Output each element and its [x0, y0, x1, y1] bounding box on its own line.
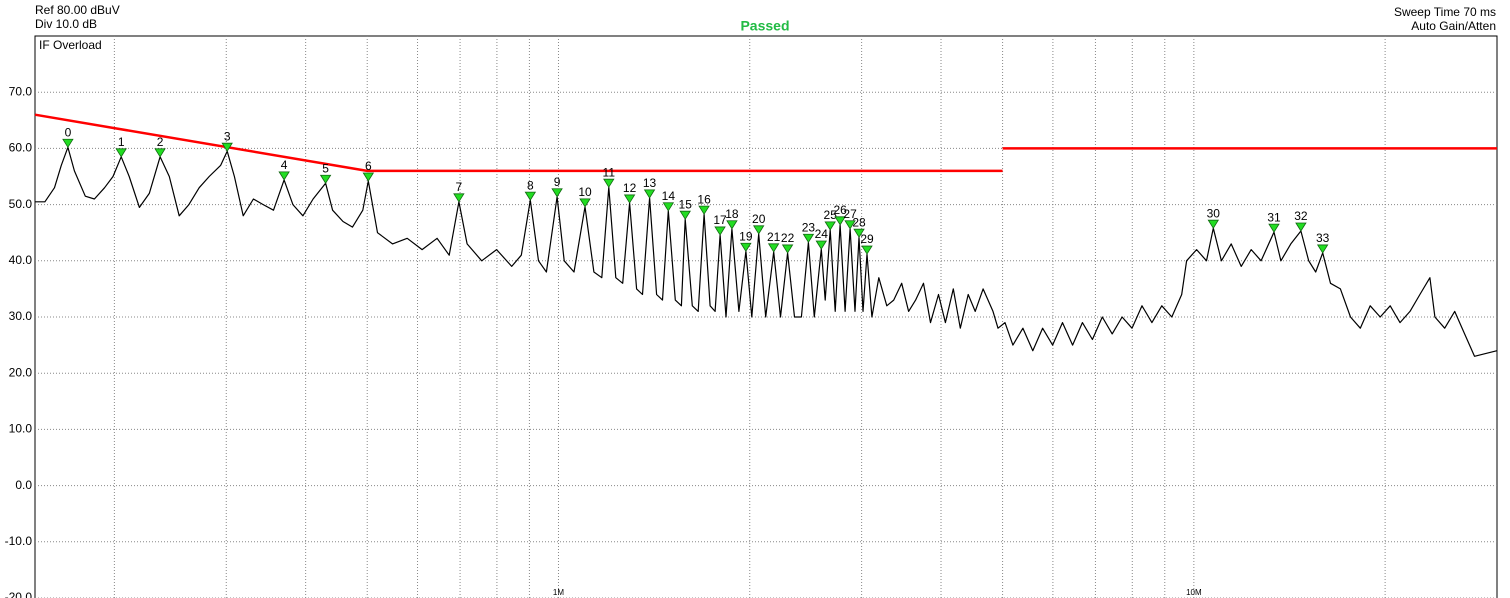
gain-mode: Auto Gain/Atten — [1411, 19, 1496, 33]
marker — [1268, 223, 1280, 233]
marker — [824, 221, 836, 231]
marker — [362, 172, 375, 182]
marker — [524, 191, 537, 201]
marker-label: 25 — [824, 208, 838, 222]
marker-label: 2 — [157, 135, 164, 149]
marker-label: 13 — [643, 176, 657, 190]
marker — [1207, 219, 1220, 229]
marker — [1295, 222, 1307, 232]
marker — [714, 226, 726, 236]
marker-label: 1 — [118, 135, 125, 149]
marker — [853, 228, 865, 238]
div-scale: Div 10.0 dB — [35, 17, 97, 31]
y-tick-label: 30.0 — [9, 309, 33, 323]
y-tick-label: 0.0 — [15, 478, 32, 492]
marker — [319, 174, 332, 184]
marker-label: 17 — [713, 213, 727, 227]
marker-label: 28 — [852, 215, 866, 229]
marker-label: 26 — [833, 203, 847, 217]
marker-label: 30 — [1207, 206, 1221, 220]
marker-label: 29 — [860, 232, 874, 246]
marker-label: 32 — [1294, 209, 1308, 223]
marker-label: 18 — [725, 207, 739, 221]
limit-line — [34, 113, 1497, 173]
marker-label: 11 — [603, 165, 616, 179]
marker — [278, 171, 290, 181]
marker — [221, 142, 233, 152]
marker — [815, 240, 828, 250]
trace-line — [35, 146, 1498, 357]
marker — [1316, 244, 1329, 254]
ref-level: Ref 80.00 dBuV — [35, 3, 120, 17]
marker — [834, 216, 846, 226]
y-tick-label: 50.0 — [9, 197, 33, 211]
marker-label: 27 — [843, 207, 857, 221]
y-tick-label: 70.0 — [9, 84, 33, 98]
marker-label: 20 — [752, 212, 766, 226]
marker-label: 8 — [527, 178, 534, 192]
x-tick-label: 1M — [553, 588, 564, 597]
chart-title: Passed — [740, 18, 789, 34]
marker-label: 4 — [281, 158, 288, 172]
marker — [603, 178, 615, 188]
marker — [752, 225, 765, 235]
y-tick-label: -10.0 — [5, 534, 33, 548]
marker-label: 7 — [456, 180, 463, 194]
marker — [698, 205, 710, 215]
marker — [767, 243, 780, 253]
marker-label: 21 — [767, 230, 781, 244]
marker-label: 33 — [1316, 231, 1330, 245]
marker — [115, 148, 127, 158]
marker-label: 14 — [662, 189, 676, 203]
marker-label: 3 — [224, 129, 231, 143]
marker-label: 31 — [1267, 210, 1281, 224]
y-tick-label: 10.0 — [9, 422, 33, 436]
marker-label: 22 — [781, 231, 795, 245]
marker-label: 5 — [322, 161, 329, 175]
marker — [579, 198, 591, 208]
marker-label: 15 — [679, 197, 693, 211]
overload-note: IF Overload — [39, 38, 102, 52]
marker-label: 24 — [815, 227, 829, 241]
marker-label: 23 — [802, 220, 816, 234]
marker — [62, 138, 74, 149]
marker-label: 0 — [65, 125, 72, 139]
marker — [861, 245, 873, 255]
marker — [802, 233, 815, 244]
marker — [623, 194, 636, 204]
marker — [740, 242, 752, 253]
marker-label: 9 — [554, 175, 561, 189]
marker-label: 12 — [623, 181, 637, 195]
y-tick-label: 20.0 — [9, 365, 33, 379]
marker — [662, 202, 675, 212]
marker-label: 16 — [697, 192, 711, 206]
y-tick-label: 40.0 — [9, 253, 33, 267]
y-tick-label: 60.0 — [9, 141, 33, 155]
y-tick-label: -20.0 — [5, 590, 33, 598]
marker — [679, 210, 691, 220]
x-tick-label: 10M — [1186, 588, 1202, 597]
marker-label: 6 — [365, 159, 372, 173]
marker — [726, 220, 738, 230]
marker-label: 10 — [578, 185, 592, 199]
marker — [551, 188, 563, 198]
sweep-time: Sweep Time 70 ms — [1394, 5, 1496, 19]
marker — [844, 220, 856, 230]
marker — [154, 148, 166, 158]
marker — [453, 193, 465, 203]
marker — [643, 189, 656, 199]
marker — [781, 244, 794, 254]
marker-label: 19 — [739, 229, 753, 243]
